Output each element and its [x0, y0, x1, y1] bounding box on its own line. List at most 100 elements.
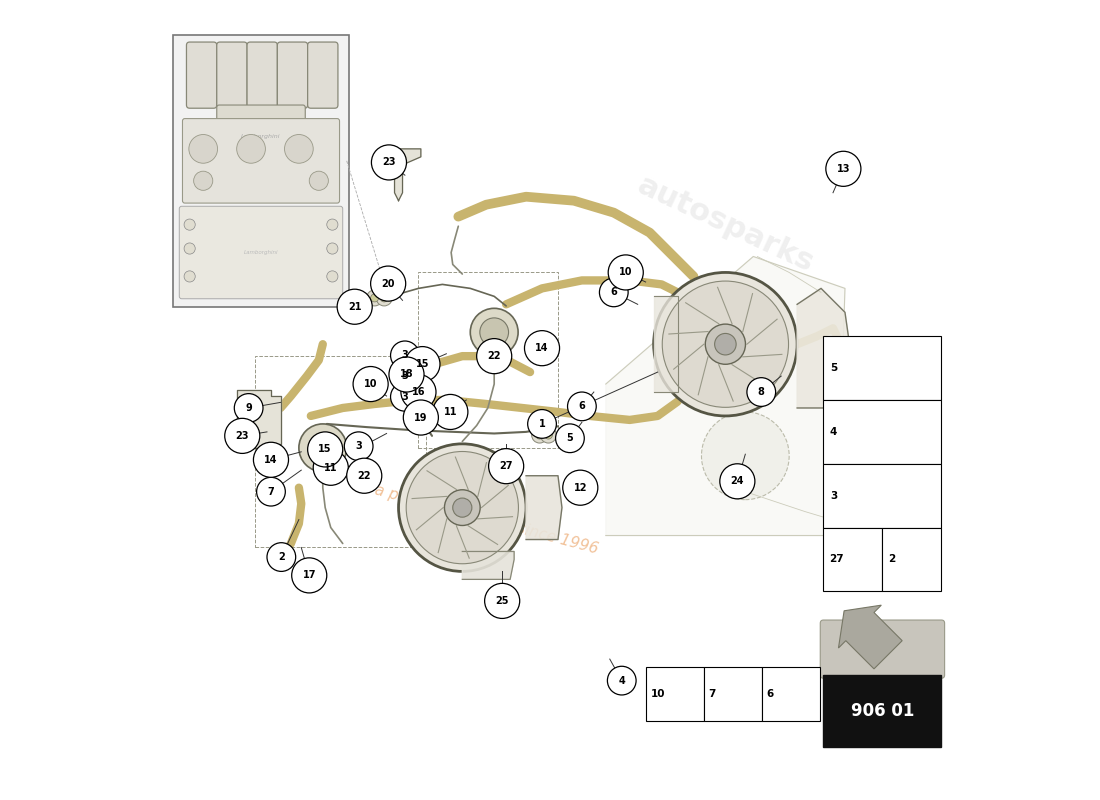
FancyBboxPatch shape — [762, 667, 821, 722]
Text: 21: 21 — [348, 302, 362, 312]
Text: 2: 2 — [278, 552, 285, 562]
Text: 7: 7 — [267, 486, 274, 497]
Text: 15: 15 — [416, 359, 429, 369]
Circle shape — [314, 450, 349, 486]
Circle shape — [404, 400, 439, 435]
Circle shape — [224, 418, 260, 454]
Circle shape — [607, 666, 636, 695]
Text: 23: 23 — [382, 158, 396, 167]
Circle shape — [353, 366, 388, 402]
Circle shape — [715, 334, 736, 355]
Text: 4: 4 — [829, 427, 837, 437]
Circle shape — [234, 394, 263, 422]
Circle shape — [376, 290, 393, 306]
Polygon shape — [462, 551, 514, 579]
Circle shape — [702, 412, 789, 500]
Text: 5: 5 — [566, 434, 573, 443]
FancyBboxPatch shape — [217, 42, 248, 108]
Text: 4: 4 — [618, 676, 625, 686]
Circle shape — [292, 558, 327, 593]
FancyBboxPatch shape — [824, 464, 942, 527]
Text: 19: 19 — [414, 413, 428, 422]
Circle shape — [600, 278, 628, 306]
Circle shape — [410, 348, 427, 364]
Circle shape — [471, 308, 518, 356]
FancyBboxPatch shape — [248, 42, 277, 108]
Polygon shape — [653, 296, 678, 392]
Circle shape — [563, 470, 597, 506]
Circle shape — [184, 271, 195, 282]
Text: 15: 15 — [318, 445, 332, 454]
Text: 17: 17 — [302, 570, 316, 580]
Text: 16: 16 — [411, 387, 426, 397]
Circle shape — [184, 243, 195, 254]
Circle shape — [398, 444, 526, 571]
Circle shape — [327, 219, 338, 230]
Circle shape — [525, 330, 560, 366]
Circle shape — [850, 642, 879, 671]
Circle shape — [432, 394, 468, 430]
Circle shape — [327, 271, 338, 282]
Circle shape — [544, 431, 552, 439]
Text: 3: 3 — [402, 392, 408, 402]
Text: 8: 8 — [758, 387, 764, 397]
Circle shape — [299, 424, 346, 472]
Polygon shape — [526, 476, 562, 539]
Circle shape — [236, 134, 265, 163]
FancyBboxPatch shape — [704, 667, 762, 722]
Circle shape — [390, 382, 419, 411]
Circle shape — [389, 357, 424, 392]
Text: 6: 6 — [610, 287, 617, 298]
Circle shape — [485, 583, 519, 618]
Text: 25: 25 — [495, 596, 509, 606]
Text: 3: 3 — [402, 371, 408, 381]
Circle shape — [253, 442, 288, 478]
Circle shape — [337, 289, 372, 324]
Text: 6: 6 — [579, 402, 585, 411]
Circle shape — [556, 424, 584, 453]
Circle shape — [344, 432, 373, 461]
FancyBboxPatch shape — [173, 35, 349, 306]
Circle shape — [327, 243, 338, 254]
Circle shape — [309, 171, 329, 190]
Text: autosparks: autosparks — [632, 171, 818, 278]
FancyBboxPatch shape — [183, 118, 340, 203]
Circle shape — [405, 346, 440, 382]
Circle shape — [488, 449, 524, 484]
Circle shape — [453, 498, 472, 517]
FancyBboxPatch shape — [217, 105, 306, 127]
FancyBboxPatch shape — [308, 42, 338, 108]
Circle shape — [705, 324, 746, 364]
Text: 27: 27 — [829, 554, 844, 565]
Circle shape — [346, 458, 382, 494]
Text: 26: 26 — [846, 365, 860, 374]
Circle shape — [406, 451, 518, 564]
Circle shape — [194, 171, 212, 190]
Circle shape — [256, 478, 285, 506]
FancyBboxPatch shape — [179, 206, 343, 298]
Text: 18: 18 — [399, 370, 414, 379]
Circle shape — [835, 352, 870, 387]
Text: 3: 3 — [829, 490, 837, 501]
Text: 14: 14 — [536, 343, 549, 353]
Circle shape — [719, 464, 755, 499]
Text: 22: 22 — [487, 351, 500, 361]
Text: Lamborghini: Lamborghini — [244, 250, 278, 255]
Polygon shape — [838, 605, 902, 669]
Text: 906 01: 906 01 — [850, 702, 914, 720]
FancyBboxPatch shape — [187, 42, 217, 108]
Text: 6: 6 — [767, 689, 774, 699]
Circle shape — [476, 338, 512, 374]
Text: 13: 13 — [837, 164, 850, 174]
FancyBboxPatch shape — [824, 336, 942, 400]
Text: 5: 5 — [861, 652, 868, 662]
Circle shape — [390, 341, 419, 370]
Text: 27: 27 — [499, 461, 513, 471]
Circle shape — [267, 542, 296, 571]
Circle shape — [285, 134, 314, 163]
Text: 5: 5 — [829, 363, 837, 373]
Circle shape — [662, 281, 789, 407]
Circle shape — [480, 318, 508, 346]
Circle shape — [381, 294, 388, 302]
Text: 14: 14 — [264, 454, 277, 465]
